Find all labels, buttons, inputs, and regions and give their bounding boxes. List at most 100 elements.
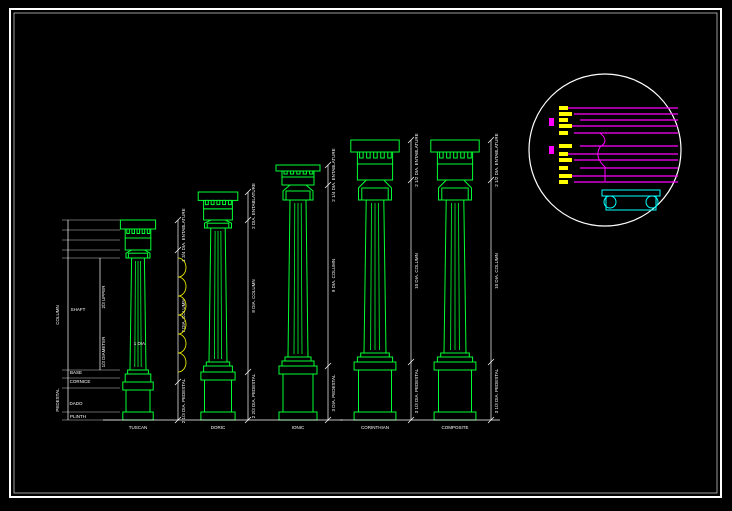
fluting (140, 260, 142, 368)
architrave (436, 163, 474, 181)
base-torus (124, 373, 152, 383)
entablature-cornice (197, 191, 239, 201)
part-label: 1/3 DIAMETER (101, 336, 106, 368)
detail-volute (603, 195, 617, 209)
dentil (227, 199, 232, 206)
part-label: 1 DIA. (134, 341, 147, 346)
dentil (380, 151, 385, 159)
detail-block (559, 174, 572, 178)
dimension-label: 10 DIA. COLUMN (494, 253, 499, 289)
part-label: PLINTH (70, 414, 86, 419)
detail-mark (549, 146, 554, 154)
dentil (131, 228, 135, 234)
dimension-tick (407, 176, 415, 184)
dimension-label: 9 DIA. COLUMN (331, 259, 336, 292)
inner-frame (13, 12, 718, 494)
order-name: IONIC (292, 425, 305, 430)
fluting (220, 230, 222, 360)
dentil (289, 170, 295, 175)
dado (125, 389, 151, 413)
dimension-label: 8 DIA. COLUMN (251, 279, 256, 312)
scallop-arcs (177, 257, 187, 373)
architrave (124, 237, 152, 251)
capital (361, 187, 389, 201)
dimension-tick (244, 368, 252, 376)
part-label: BASE (70, 370, 82, 375)
part-label: 2/3 UPPER (101, 285, 106, 309)
dentil (446, 151, 451, 159)
dimension-label: 2 2/3 DIA. PEDESTAL (251, 373, 256, 418)
base-torus (436, 356, 474, 363)
base-fillet (360, 352, 390, 358)
dentil (141, 228, 146, 234)
pedestal-cornice (278, 365, 318, 375)
dado (282, 373, 314, 413)
entablature-cornice (275, 164, 321, 172)
dimension-label: 2 1/2 DIA. ENTABLATURE (414, 133, 419, 186)
plinth (353, 411, 397, 421)
dentil (146, 228, 151, 234)
dimension-label: 2 1/3 DIA. PEDESTAL (181, 378, 186, 423)
pedestal-cornice (433, 361, 477, 371)
base-fillet (284, 356, 312, 362)
dentil (439, 151, 444, 159)
detail-profile (597, 132, 606, 181)
dimension-tick (324, 362, 332, 370)
detail-block (559, 180, 568, 184)
entablature-cornice (350, 139, 400, 153)
order-name: TUSCAN (129, 425, 148, 430)
dimension-label: 2 1/2 DIA. ENTABLATURE (494, 133, 499, 186)
detail-circle (528, 73, 682, 227)
detail-capital (601, 189, 661, 211)
base-torus (281, 360, 315, 367)
dentil (283, 170, 288, 175)
dimension-label: 3 1/3 DIA. PEDESTAL (414, 368, 419, 413)
plinth (200, 411, 236, 421)
pedestal-cornice (353, 361, 397, 371)
architrave (356, 163, 394, 181)
part-label: SHAFT (71, 307, 86, 312)
dimension-tick (244, 188, 252, 196)
fluting (370, 202, 372, 351)
dimension-tick (244, 216, 252, 224)
order-name: CORINTHIAN (361, 425, 389, 430)
dado (204, 379, 232, 413)
part-label: CORNICE (70, 379, 91, 384)
fluting (300, 202, 303, 355)
dentil (296, 170, 301, 175)
dimension-label: 3 DIA. PEDESTAL (331, 374, 336, 411)
frame (9, 8, 722, 498)
architrave (281, 176, 315, 186)
pedestal-cornice (122, 381, 154, 391)
dimension-tick (407, 358, 415, 366)
fluting (293, 202, 296, 355)
dentil (302, 170, 307, 175)
capital (206, 222, 230, 229)
detail-block (559, 158, 572, 162)
fluting (214, 230, 216, 360)
dimension-tick (174, 246, 182, 254)
dentil (126, 228, 130, 234)
dimension-tick (487, 136, 495, 144)
plinth (278, 411, 318, 421)
dimension-tick (174, 216, 182, 224)
dimension-tick (487, 176, 495, 184)
dimension-label: 10 DIA. COLUMN (414, 253, 419, 289)
detail-block (559, 144, 572, 148)
dimension-tick (324, 161, 332, 169)
dentil (204, 199, 209, 206)
base-fillet (127, 369, 149, 375)
dentil (366, 151, 371, 159)
dentil (136, 228, 141, 234)
dimension-tick (407, 136, 415, 144)
capital (285, 190, 311, 201)
base-fillet (440, 352, 470, 358)
dimension-label: 7 DIA. COLUMN (181, 299, 186, 332)
dentil (210, 199, 215, 206)
pedestal-cornice (200, 371, 236, 381)
dentil (359, 151, 364, 159)
order-name: COMPOSITE (441, 425, 468, 430)
detail-block (559, 112, 572, 116)
base-fillet (205, 361, 231, 367)
